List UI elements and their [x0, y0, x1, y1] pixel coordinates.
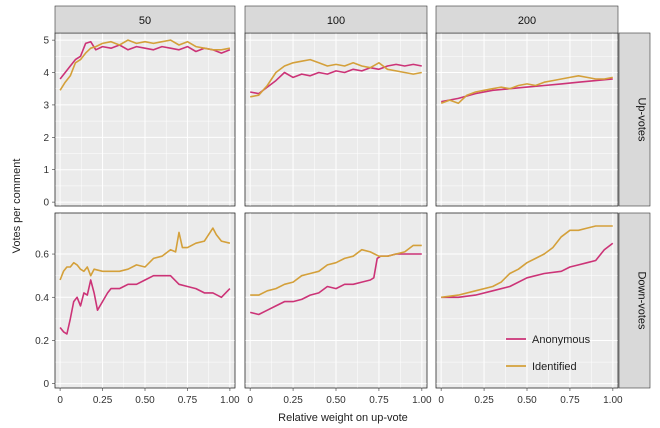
- series-line-identified: [59, 39, 231, 91]
- legend-label: Identified: [532, 361, 577, 373]
- y-tick-label: 0: [43, 198, 49, 209]
- x-axis-label: Relative weight on up-vote: [278, 412, 408, 424]
- series-line-anonymous: [250, 63, 422, 95]
- x-tick-label: 0: [247, 395, 253, 406]
- x-tick-label: 0.75: [369, 395, 389, 406]
- row-strip-up-votes: [618, 32, 651, 207]
- column-strip-50: [54, 5, 236, 34]
- panel-up-votes-200: [435, 32, 619, 207]
- series-line-identified: [250, 58, 422, 98]
- x-tick-label: 1.00: [603, 395, 623, 406]
- y-tick-label: 0.2: [35, 336, 49, 347]
- panels-layer: [54, 32, 619, 389]
- x-tick-label: 0.25: [283, 395, 303, 406]
- column-strip-label: 200: [518, 15, 536, 27]
- y-tick-label: 2: [43, 133, 49, 144]
- y-tick-label: 0.6: [35, 250, 49, 261]
- x-tick-label: 0.25: [474, 395, 494, 406]
- panel-up-votes-50: [54, 32, 236, 207]
- x-tick-label: 0.25: [93, 395, 113, 406]
- x-tick-label: 0.50: [517, 395, 537, 406]
- x-tick-label: 0.50: [326, 395, 346, 406]
- x-tick-label: 0: [438, 395, 444, 406]
- axes-layer: 0 1 2 3 4 5 0 0.2 0.4 0.6 0 0.25 0.50 0.75 1.00 0 0.25 0.…: [35, 36, 623, 406]
- x-tick-label: 0.75: [178, 395, 198, 406]
- x-tick-label: 1.00: [220, 395, 240, 406]
- legend-label: Anonymous: [532, 334, 591, 346]
- x-tick-label: 0: [57, 395, 63, 406]
- y-tick-label: 4: [43, 68, 49, 79]
- legend: Anonymous Identified: [506, 334, 591, 373]
- series-line-identified: [441, 225, 613, 299]
- series-line-identified: [59, 227, 231, 281]
- x-tick-label: 0.75: [560, 395, 580, 406]
- x-tick-label: 1.00: [412, 395, 432, 406]
- y-tick-label: 0: [43, 379, 49, 390]
- x-tick-label: 0.50: [135, 395, 155, 406]
- y-tick-label: 3: [43, 100, 49, 111]
- series-line-anonymous: [441, 78, 613, 103]
- column-strip-label: 50: [139, 15, 151, 27]
- panel-down-votes-200: [435, 212, 619, 389]
- column-strip-200: [435, 5, 619, 34]
- row-strip-label: Up-votes: [636, 97, 648, 142]
- series-line-anonymous: [59, 274, 231, 335]
- column-strip-100: [244, 5, 428, 34]
- row-strip-down-votes: [618, 212, 651, 389]
- series-line-anonymous: [441, 242, 614, 299]
- series-line-identified: [250, 244, 422, 296]
- panel-down-votes-100: [244, 212, 428, 389]
- panel-up-votes-100: [244, 32, 428, 207]
- y-tick-label: 1: [43, 165, 49, 176]
- y-tick-label: 5: [43, 36, 49, 47]
- series-line-anonymous: [59, 40, 231, 80]
- row-strip-label: Down-votes: [636, 271, 648, 330]
- series-line-identified: [440, 75, 613, 105]
- strips-layer: 50 100 200 Up-votes Down-votes: [54, 5, 651, 389]
- column-strip-label: 100: [327, 15, 345, 27]
- y-axis-label: Votes per comment: [11, 159, 23, 254]
- panel-down-votes-50: [54, 212, 236, 389]
- y-tick-label: 0.4: [35, 293, 49, 304]
